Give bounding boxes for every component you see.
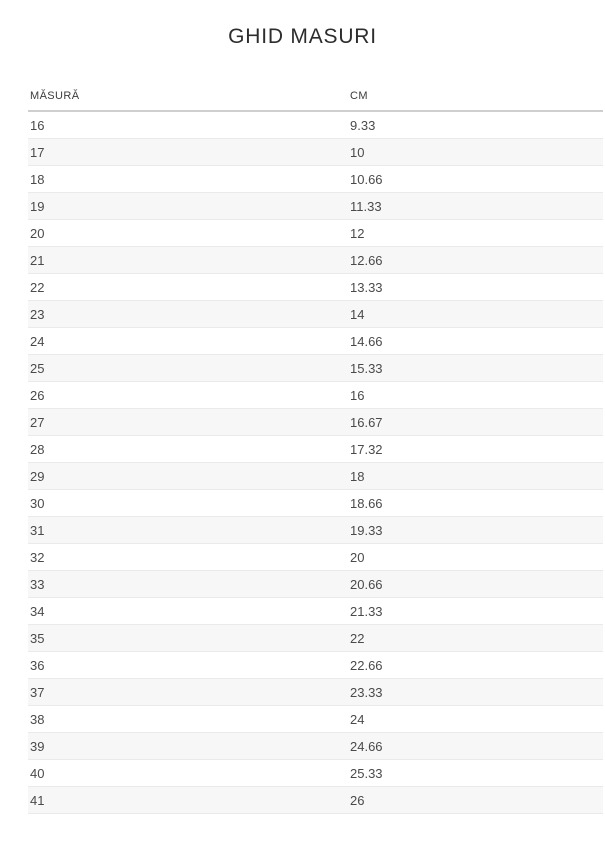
cm-cell: 19.33 [348,516,603,544]
size-guide-page: GHID MASURI MĂSURĂ CM 16 9.33 17 10 18 1… [0,25,605,851]
table-row: 16 9.33 [28,111,603,139]
cm-cell: 24.66 [348,732,603,760]
table-row: 40 25.33 [28,759,603,787]
cm-cell: 10 [348,138,603,166]
size-guide-table: MĂSURĂ CM 16 9.33 17 10 18 10.66 19 11.3… [28,90,603,814]
size-cell: 20 [28,219,348,247]
table-row: 19 11.33 [28,192,603,220]
size-cell: 24 [28,327,348,355]
cm-cell: 21.33 [348,597,603,625]
table-row: 22 13.33 [28,273,603,301]
column-header-cm: CM [348,90,603,112]
size-cell: 29 [28,462,348,490]
size-cell: 21 [28,246,348,274]
size-cell: 38 [28,705,348,733]
size-cell: 16 [28,111,348,139]
table-row: 23 14 [28,300,603,328]
size-cell: 22 [28,273,348,301]
size-cell: 32 [28,543,348,571]
table-row: 30 18.66 [28,489,603,517]
size-cell: 35 [28,624,348,652]
cm-cell: 16 [348,381,603,409]
size-cell: 31 [28,516,348,544]
cm-cell: 18 [348,462,603,490]
table-row: 21 12.66 [28,246,603,274]
table-row: 34 21.33 [28,597,603,625]
size-cell: 37 [28,678,348,706]
size-cell: 34 [28,597,348,625]
cm-cell: 13.33 [348,273,603,301]
size-cell: 39 [28,732,348,760]
table-row: 26 16 [28,381,603,409]
size-cell: 25 [28,354,348,382]
size-cell: 33 [28,570,348,598]
table-row: 37 23.33 [28,678,603,706]
size-cell: 36 [28,651,348,679]
size-cell: 27 [28,408,348,436]
table-row: 32 20 [28,543,603,571]
table-row: 31 19.33 [28,516,603,544]
cm-cell: 20.66 [348,570,603,598]
table-row: 17 10 [28,138,603,166]
cm-cell: 10.66 [348,165,603,193]
table-row: 20 12 [28,219,603,247]
table-row: 38 24 [28,705,603,733]
size-cell: 40 [28,759,348,787]
cm-cell: 15.33 [348,354,603,382]
table-row: 39 24.66 [28,732,603,760]
table-row: 25 15.33 [28,354,603,382]
cm-cell: 14.66 [348,327,603,355]
size-cell: 30 [28,489,348,517]
cm-cell: 9.33 [348,111,603,139]
cm-cell: 22 [348,624,603,652]
table-row: 24 14.66 [28,327,603,355]
cm-cell: 12.66 [348,246,603,274]
page-title: GHID MASURI [228,25,377,48]
header-row: MĂSURĂ CM [28,90,603,112]
cm-cell: 12 [348,219,603,247]
cm-cell: 16.67 [348,408,603,436]
cm-cell: 24 [348,705,603,733]
size-cell: 17 [28,138,348,166]
size-cell: 26 [28,381,348,409]
table-header: MĂSURĂ CM [28,90,603,112]
size-cell: 23 [28,300,348,328]
cm-cell: 20 [348,543,603,571]
table-body: 16 9.33 17 10 18 10.66 19 11.33 20 12 21… [28,111,603,814]
cm-cell: 25.33 [348,759,603,787]
cm-cell: 18.66 [348,489,603,517]
table-row: 28 17.32 [28,435,603,463]
size-cell: 18 [28,165,348,193]
cm-cell: 26 [348,786,603,814]
table-row: 27 16.67 [28,408,603,436]
table-row: 36 22.66 [28,651,603,679]
table-row: 41 26 [28,786,603,814]
cm-cell: 23.33 [348,678,603,706]
cm-cell: 17.32 [348,435,603,463]
table-row: 35 22 [28,624,603,652]
table-row: 29 18 [28,462,603,490]
table-row: 33 20.66 [28,570,603,598]
size-cell: 28 [28,435,348,463]
column-header-masura: MĂSURĂ [28,90,348,112]
table-row: 18 10.66 [28,165,603,193]
cm-cell: 22.66 [348,651,603,679]
cm-cell: 14 [348,300,603,328]
size-cell: 19 [28,192,348,220]
cm-cell: 11.33 [348,192,603,220]
size-cell: 41 [28,786,348,814]
